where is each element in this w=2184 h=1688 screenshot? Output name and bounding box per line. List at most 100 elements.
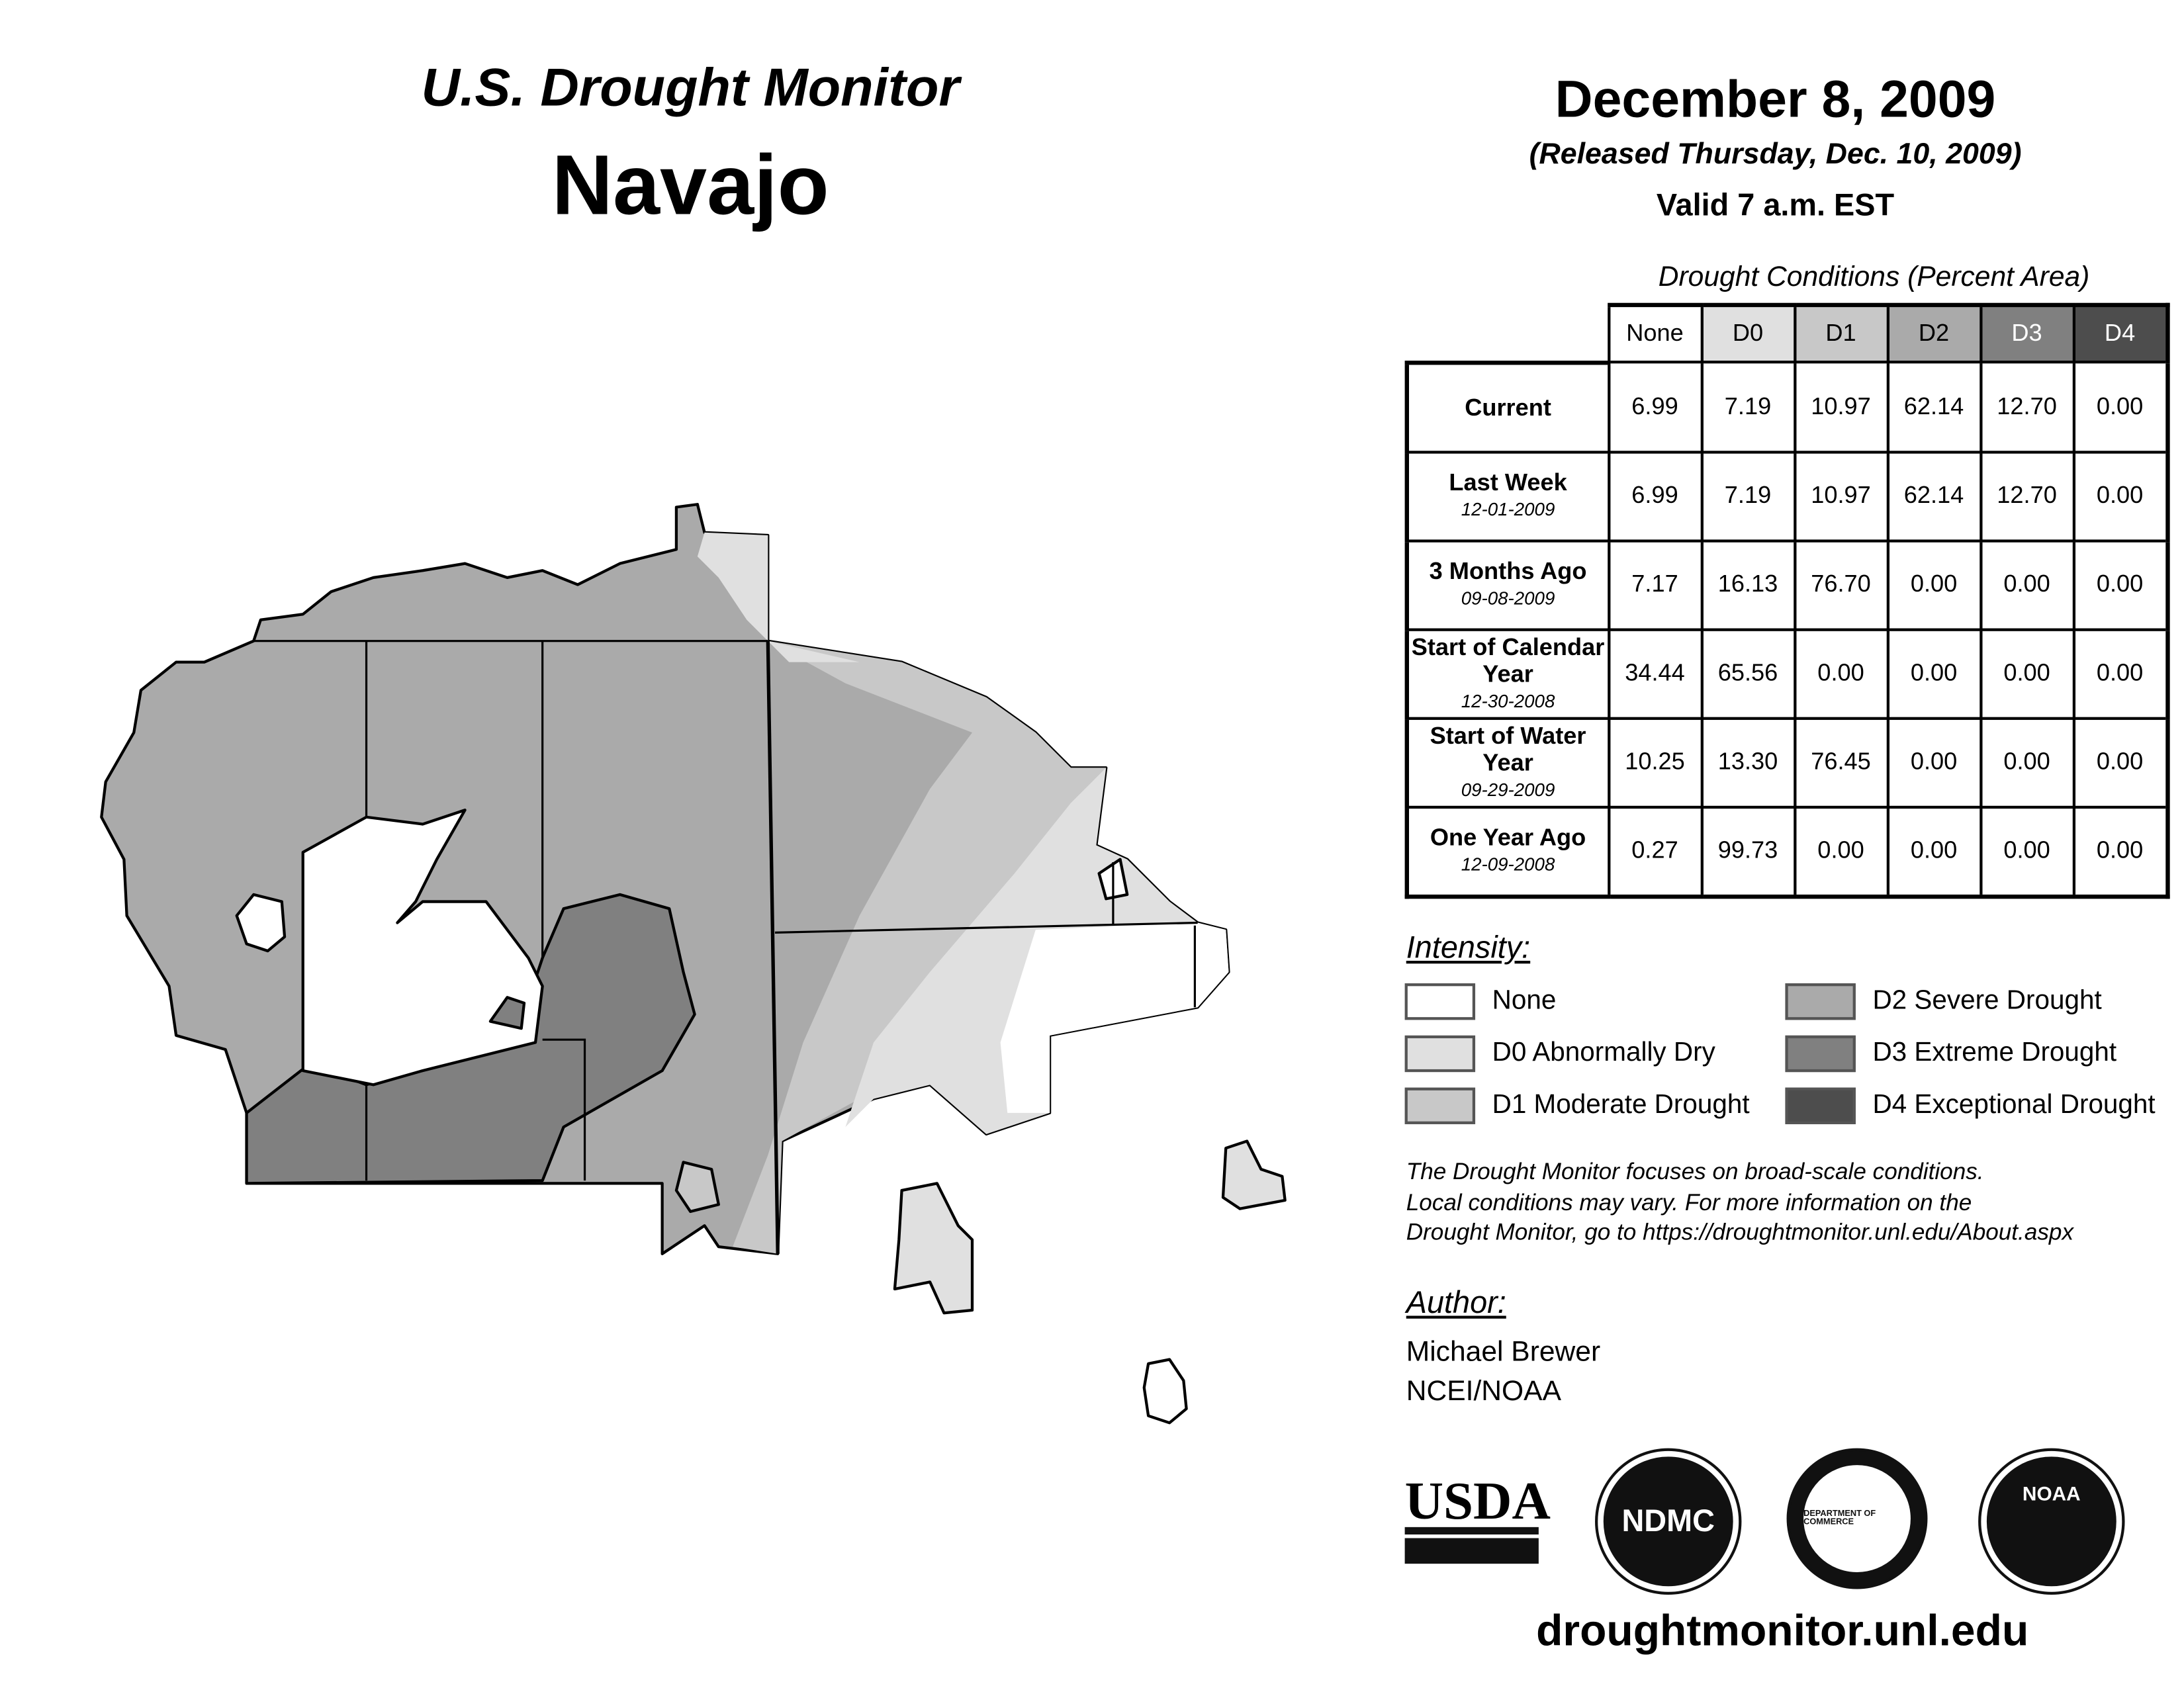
table-cell: 6.99 xyxy=(1607,450,1703,542)
col-d1: D1 xyxy=(1793,302,1889,364)
table-row: Current 6.99 7.19 10.97 62.14 12.70 0.00 xyxy=(1404,361,2169,453)
legend-swatch xyxy=(1404,1087,1476,1124)
col-d2: D2 xyxy=(1886,302,1982,364)
county-boundaries xyxy=(253,640,1198,1254)
table-cell: 62.14 xyxy=(1886,450,1982,542)
legend-item-d3: D3 Extreme Drought xyxy=(1785,1035,2116,1073)
legend-item-d2: D2 Severe Drought xyxy=(1785,983,2102,1020)
legend-item-d4: D4 Exceptional Drought xyxy=(1785,1087,2156,1124)
valid-time: Valid 7 a.m. EST xyxy=(1656,187,1895,223)
row-date: 12-30-2008 xyxy=(1461,689,1555,711)
row-label: Last Week 12-01-2009 xyxy=(1404,450,1610,542)
table-cell: 10.25 xyxy=(1607,716,1703,808)
row-date: 12-09-2008 xyxy=(1461,854,1555,875)
legend-item-d1: D1 Moderate Drought xyxy=(1404,1087,1750,1124)
noaa-logo: NOAA xyxy=(1981,1450,2122,1592)
col-none: None xyxy=(1607,302,1703,364)
legend-item-d0: D0 Abnormally Dry xyxy=(1404,1035,1715,1073)
table-row: Last Week 12-01-2009 6.99 7.19 10.97 62.14 12.… xyxy=(1404,450,2169,542)
table-cell: 99.73 xyxy=(1700,805,1796,899)
col-d4: D4 xyxy=(2071,302,2169,364)
table-cell: 0.00 xyxy=(1886,539,1982,631)
island-east-1 xyxy=(1221,1139,1287,1210)
row-label: Start of Calendar Year 12-30-2008 xyxy=(1404,627,1610,719)
table-cell: 7.17 xyxy=(1607,539,1703,631)
table-cell: 0.00 xyxy=(1979,716,2075,808)
table-cell: 10.97 xyxy=(1793,361,1889,453)
col-d0: D0 xyxy=(1700,302,1796,364)
doc-seal-logo: DEPARTMENT OF COMMERCE xyxy=(1789,1450,1925,1587)
row-label: 3 Months Ago 09-08-2009 xyxy=(1404,539,1610,631)
release-date: (Released Thursday, Dec. 10, 2009) xyxy=(1529,138,2022,171)
table-cell: 0.00 xyxy=(1793,805,1889,899)
region-none-west xyxy=(301,809,544,1087)
island-south xyxy=(1142,1358,1188,1425)
table-cell: 0.00 xyxy=(1979,805,2075,899)
table-row: Start of Water Year 09-29-2009 10.25 13.30 7… xyxy=(1404,716,2169,808)
table-cell: 0.00 xyxy=(2071,716,2169,808)
region-d1 xyxy=(733,641,1107,1254)
drought-conditions-table: None D0 D1 D2 D3 D4 Current 6.99 7.19 10.97… xyxy=(1404,302,2169,899)
island-east-2 xyxy=(893,1182,974,1315)
table-cell: 0.00 xyxy=(1793,627,1889,719)
drought-map xyxy=(100,503,1287,1425)
table-caption: Drought Conditions (Percent Area) xyxy=(1658,261,2090,293)
table-cell: 0.27 xyxy=(1607,805,1703,899)
table-cell: 0.00 xyxy=(2071,627,2169,719)
row-date: 09-29-2009 xyxy=(1461,778,1555,800)
table-cell: 0.00 xyxy=(2071,361,2169,453)
table-cell: 12.70 xyxy=(1979,361,2075,453)
legend-item-none: None xyxy=(1404,983,1556,1020)
table-cell: 62.14 xyxy=(1886,361,1982,453)
table-row: 3 Months Ago 09-08-2009 7.17 16.13 76.70 0.00… xyxy=(1404,539,2169,631)
table-cell: 76.45 xyxy=(1793,716,1889,808)
author-title: Author: xyxy=(1406,1284,1506,1320)
table-cell: 6.99 xyxy=(1607,361,1703,453)
row-date: 12-01-2009 xyxy=(1461,498,1555,520)
legend-swatch xyxy=(1785,1087,1856,1124)
legend-swatch xyxy=(1404,983,1476,1020)
table-cell: 0.00 xyxy=(1886,805,1982,899)
table-cell: 10.97 xyxy=(1793,450,1889,542)
table-header-row: None D0 D1 D2 D3 D4 xyxy=(1406,302,2169,365)
legend-swatch xyxy=(1785,983,1856,1020)
map-date: December 8, 2009 xyxy=(1555,70,1996,128)
author-name: Michael Brewer xyxy=(1406,1337,1601,1368)
table-cell: 12.70 xyxy=(1979,450,2075,542)
table-cell: 0.00 xyxy=(1886,716,1982,808)
table-row: One Year Ago 12-09-2008 0.27 99.73 0.00 0.00 0… xyxy=(1404,805,2169,899)
table-cell: 7.19 xyxy=(1700,450,1796,542)
table-cell: 76.70 xyxy=(1793,539,1889,631)
table-row: Start of Calendar Year 12-30-2008 34.44 65.… xyxy=(1404,627,2169,719)
island-west xyxy=(235,893,287,953)
table-cell: 0.00 xyxy=(2071,805,2169,899)
row-date: 09-08-2009 xyxy=(1461,587,1555,609)
table-cell: 7.19 xyxy=(1700,361,1796,453)
author-org: NCEI/NOAA xyxy=(1406,1376,1561,1407)
legend-title: Intensity: xyxy=(1406,930,1531,965)
author-info: Michael Brewer NCEI/NOAA xyxy=(1406,1333,1600,1411)
island-ne2 xyxy=(674,1161,720,1214)
table-cell: 65.56 xyxy=(1700,627,1796,719)
row-label: One Year Ago 12-09-2008 xyxy=(1404,805,1610,899)
table-cell: 0.00 xyxy=(1886,627,1982,719)
region-d0-north xyxy=(697,532,860,662)
table-cell: 0.00 xyxy=(2071,539,2169,631)
table-cell: 0.00 xyxy=(1979,539,2075,631)
table-cell: 34.44 xyxy=(1607,627,1703,719)
row-label: Start of Water Year 09-29-2009 xyxy=(1404,716,1610,808)
table-cell: 13.30 xyxy=(1700,716,1796,808)
island-d3 xyxy=(488,996,526,1030)
region-none-east xyxy=(1000,922,1229,1113)
disclaimer-note: The Drought Monitor focuses on broad-sca… xyxy=(1406,1159,2074,1246)
row-label: Current xyxy=(1404,361,1610,453)
ndmc-logo: NDMC xyxy=(1598,1450,1739,1592)
program-title: U.S. Drought Monitor xyxy=(421,59,960,118)
table-cell: 16.13 xyxy=(1700,539,1796,631)
legend-swatch xyxy=(1785,1035,1856,1073)
usda-logo: USDA xyxy=(1404,1472,1551,1568)
col-d3: D3 xyxy=(1979,302,2075,364)
table-cell: 0.00 xyxy=(2071,450,2169,542)
footer-url[interactable]: droughtmonitor.unl.edu xyxy=(1536,1606,2029,1656)
